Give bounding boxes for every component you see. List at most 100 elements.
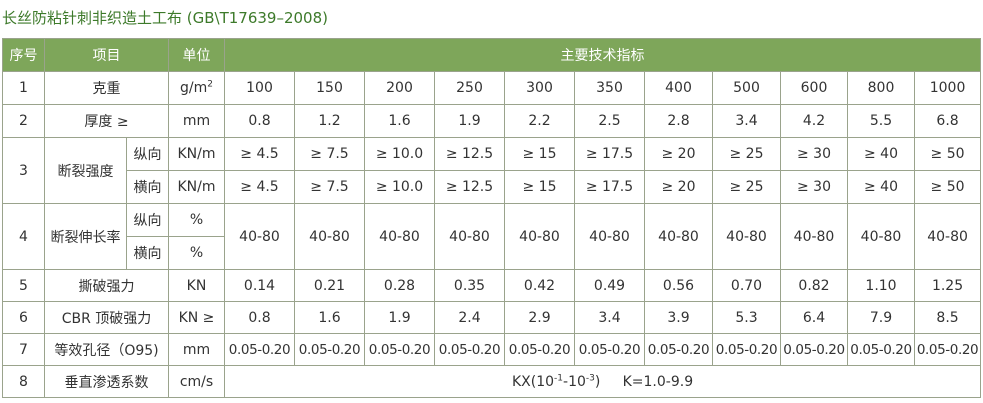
value-cell: 8.5 <box>913 301 982 334</box>
row-item: 等效孔径（O95) <box>44 333 169 366</box>
value-cell: 40-80 <box>913 203 982 270</box>
value-cell: 40-80 <box>224 203 295 270</box>
row-unit: % <box>168 236 225 270</box>
value-cell: 0.49 <box>574 269 645 302</box>
value-cell: 1000 <box>913 71 982 105</box>
value-cell: 40-80 <box>644 203 713 270</box>
table-row: 2 厚度 ≥ mm 0.8 1.2 1.6 1.9 2.2 2.5 2.8 3.… <box>2 104 982 138</box>
value-cell: ≥ 40 <box>847 137 915 171</box>
value-cell: 0.05-0.20 <box>224 333 295 366</box>
value-cell: ≥ 50 <box>913 170 982 204</box>
row-item: 克重 <box>44 71 169 105</box>
value-cell: ≥ 20 <box>644 170 713 204</box>
value-cell: ≥ 50 <box>913 137 982 171</box>
header-spec: 主要技术指标 <box>223 38 982 72</box>
value-cell: ≥ 7.5 <box>294 170 365 204</box>
value-cell: 0.35 <box>434 269 505 302</box>
value-cell: 40-80 <box>504 203 575 270</box>
value-cell: 0.21 <box>294 269 365 302</box>
value-cell: ≥ 30 <box>780 137 848 171</box>
unit-base: g/m <box>180 80 208 96</box>
value-cell: ≥ 15 <box>504 170 575 204</box>
row-unit: KN/m <box>168 170 225 204</box>
row-item: 撕破强力 <box>44 269 169 302</box>
row-number: 5 <box>2 269 45 302</box>
value-cell: 6.4 <box>780 301 848 334</box>
value-cell: 400 <box>644 71 713 105</box>
value-cell: 40-80 <box>294 203 365 270</box>
value-cell: ≥ 12.5 <box>434 137 505 171</box>
value-cell: 2.5 <box>574 104 645 138</box>
value-cell: 250 <box>434 71 505 105</box>
value-cell: 2.9 <box>504 301 575 334</box>
row-direction: 纵向 <box>126 137 169 171</box>
row-unit: KN ≥ <box>168 301 225 334</box>
value-cell: ≥ 25 <box>712 137 781 171</box>
value-cell: ≥ 7.5 <box>294 137 365 171</box>
value-cell: 0.82 <box>780 269 848 302</box>
value-cell: 2.8 <box>644 104 713 138</box>
row-unit: cm/s <box>168 365 225 398</box>
row-number: 2 <box>2 104 45 138</box>
value-cell: ≥ 4.5 <box>224 137 295 171</box>
table-title: 长丝防粘针刺非织造土工布 (GB\T17639–2008) <box>2 9 328 27</box>
row-item: 厚度 ≥ <box>44 104 169 138</box>
header-unit: 单位 <box>168 38 225 72</box>
row-unit: mm <box>168 104 225 138</box>
row-item: 垂直渗透系数 <box>44 365 169 398</box>
value-cell: 600 <box>780 71 848 105</box>
row-direction: 横向 <box>126 236 169 270</box>
value-cell: ≥ 17.5 <box>574 170 645 204</box>
table-row: 3 断裂强度 纵向 KN/m ≥ 4.5 ≥ 7.5 ≥ 10.0 ≥ 12.5… <box>2 137 982 204</box>
value-cell: 1.6 <box>364 104 435 138</box>
value-cell: 1.9 <box>364 301 435 334</box>
value-cell: 0.28 <box>364 269 435 302</box>
value-cell: 3.4 <box>574 301 645 334</box>
value-cell: 0.05-0.20 <box>574 333 645 366</box>
kx-exponent-2: -3 <box>585 372 595 383</box>
value-cell: 0.05-0.20 <box>434 333 505 366</box>
row-direction: 横向 <box>126 170 169 204</box>
value-cell: 0.05-0.20 <box>364 333 435 366</box>
value-cell: ≥ 10.0 <box>364 170 435 204</box>
table-row: 5 撕破强力 KN 0.14 0.21 0.28 0.35 0.42 0.49 … <box>2 269 982 302</box>
value-cell: 1.6 <box>294 301 365 334</box>
table-row: 1 克重 g/m2 100 150 200 250 300 350 400 50… <box>2 71 982 105</box>
row-number: 3 <box>2 137 45 204</box>
value-cell: ≥ 12.5 <box>434 170 505 204</box>
value-cell: 0.05-0.20 <box>712 333 781 366</box>
kx-mid: -10 <box>563 373 586 390</box>
value-cell: 800 <box>847 71 915 105</box>
value-cell: ≥ 10.0 <box>364 137 435 171</box>
row-number: 8 <box>2 365 45 398</box>
value-cell: ≥ 20 <box>644 137 713 171</box>
unit-exponent: 2 <box>207 79 213 90</box>
row-direction: 纵向 <box>126 203 169 237</box>
value-cell: 2.2 <box>504 104 575 138</box>
value-cell: 1.2 <box>294 104 365 138</box>
value-cell: ≥ 17.5 <box>574 137 645 171</box>
value-cell: 100 <box>224 71 295 105</box>
value-cell: 0.8 <box>224 104 295 138</box>
value-cell: ≥ 40 <box>847 170 915 204</box>
value-cell: 0.05-0.20 <box>913 333 982 366</box>
table-row: 横向 KN/m ≥ 4.5 ≥ 7.5 ≥ 10.0 ≥ 12.5 ≥ 15 ≥… <box>3 170 982 204</box>
value-cell: 40-80 <box>574 203 645 270</box>
value-cell: 5.3 <box>712 301 781 334</box>
value-cell: 40-80 <box>434 203 505 270</box>
value-cell: 200 <box>364 71 435 105</box>
value-cell: 0.05-0.20 <box>644 333 713 366</box>
value-cell: 40-80 <box>847 203 915 270</box>
value-cell: 5.5 <box>847 104 915 138</box>
value-cell: 40-80 <box>712 203 781 270</box>
value-cell: 0.05-0.20 <box>847 333 915 366</box>
row-number: 6 <box>2 301 45 334</box>
kx-suffix: ) <box>594 373 601 390</box>
row-number: 1 <box>2 71 45 105</box>
value-cell: 0.42 <box>504 269 575 302</box>
row-item: 断裂强度 <box>44 137 127 204</box>
value-cell: 6.8 <box>913 104 982 138</box>
value-cell: 0.56 <box>644 269 713 302</box>
spec-table: 序号 项目 单位 主要技术指标 1 克重 g/m2 100 150 200 25… <box>2 38 982 398</box>
table-row: 横向 % <box>3 236 981 270</box>
